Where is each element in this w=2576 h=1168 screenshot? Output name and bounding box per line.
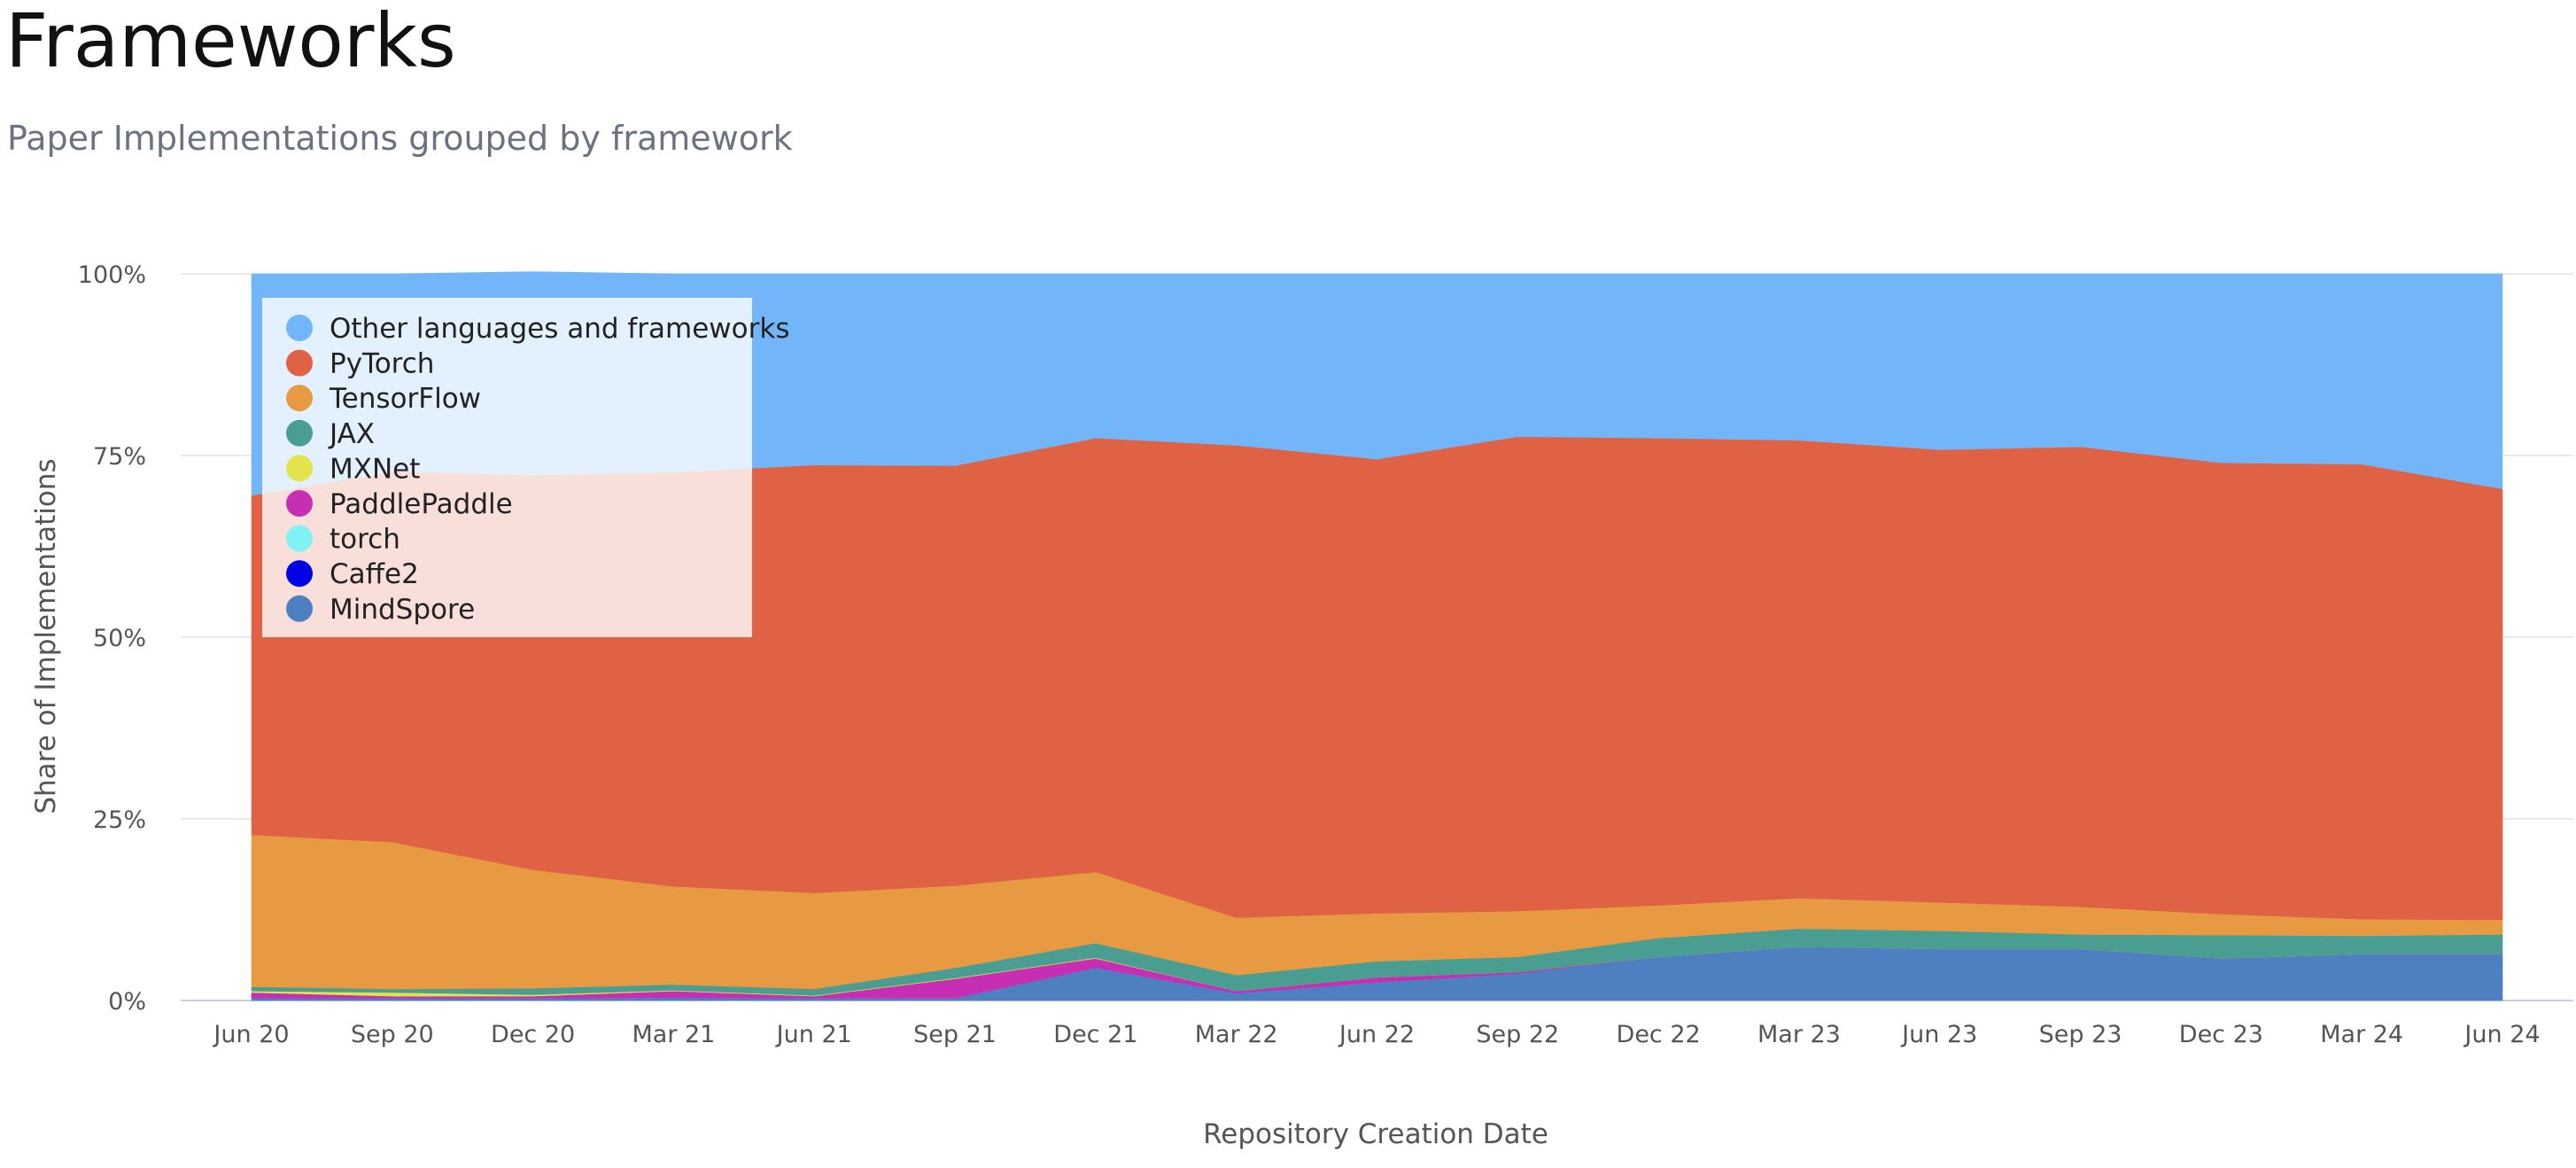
x-tick-label: Sep 21 [913,1021,997,1048]
x-tick-label: Jun 22 [1338,1021,1415,1048]
x-tick-label: Dec 22 [1617,1021,1701,1048]
legend-box [262,298,752,637]
legend-label-torch: torch [330,524,400,556]
legend-label-caffe2: Caffe2 [330,558,419,590]
x-axis-title: Repository Creation Date [1203,1118,1548,1150]
x-axis-ticks: Jun 20 Sep 20 Dec 20 Mar 21 Jun 21 Sep 21 Dec … [212,1021,2540,1048]
legend-swatch-tensorflow [286,385,313,412]
x-tick-label: Dec 20 [491,1021,575,1048]
x-tick-label: Mar 24 [2320,1021,2403,1048]
legend-swatch-torch [286,525,313,552]
y-tick-label: 25% [93,806,146,834]
x-tick-label: Mar 23 [1757,1021,1841,1048]
x-tick-label: Sep 23 [2039,1021,2122,1048]
page-title: Frameworks [5,0,456,84]
x-tick-label: Dec 23 [2179,1021,2263,1048]
x-tick-label: Jun 20 [212,1021,289,1048]
y-tick-label: 75% [93,443,146,471]
legend-label-tensorflow: TensorFlow [329,383,481,415]
legend-label-other-languages-and-frameworks: Other languages and frameworks [330,313,789,345]
legend-label-jax: JAX [328,418,375,450]
legend-label-pytorch: PyTorch [330,348,434,380]
legend-label-mxnet: MXNet [330,453,420,485]
legend-swatch-other-languages-and-frameworks [286,315,313,341]
y-tick-label: 50% [93,625,146,652]
y-axis-title: Share of Implementations [30,458,62,814]
legend-swatch-pytorch [286,349,313,377]
area-other-languages-and-frameworks [251,271,2503,496]
x-tick-label: Dec 21 [1053,1021,1137,1048]
legend-label-paddlepaddle: PaddlePaddle [330,488,513,520]
legend-swatch-jax [286,419,313,447]
x-tick-label: Mar 21 [632,1021,715,1048]
legend-swatch-paddlepaddle [286,490,313,517]
x-tick-label: Jun 21 [775,1021,852,1048]
page-subtitle: Paper Implementations grouped by framewo… [7,119,793,158]
x-tick-label: Sep 20 [351,1021,434,1048]
legend: Other languages and frameworksPyTorchTen… [262,298,789,637]
plot-areas [251,271,2503,1001]
y-tick-label: 0% [108,988,146,1016]
legend-swatch-mxnet [286,455,313,482]
x-tick-label: Mar 22 [1195,1021,1278,1048]
legend-swatch-mindspore [286,595,313,622]
legend-label-mindspore: MindSpore [330,594,475,626]
x-tick-label: Jun 23 [1900,1021,1977,1048]
y-axis-ticks: 0% 25% 50% 75% 100% [78,261,146,1016]
x-tick-label: Jun 24 [2463,1021,2540,1048]
legend-swatch-caffe2 [286,560,313,588]
y-tick-label: 100% [78,261,146,289]
x-tick-label: Sep 22 [1476,1021,1559,1048]
